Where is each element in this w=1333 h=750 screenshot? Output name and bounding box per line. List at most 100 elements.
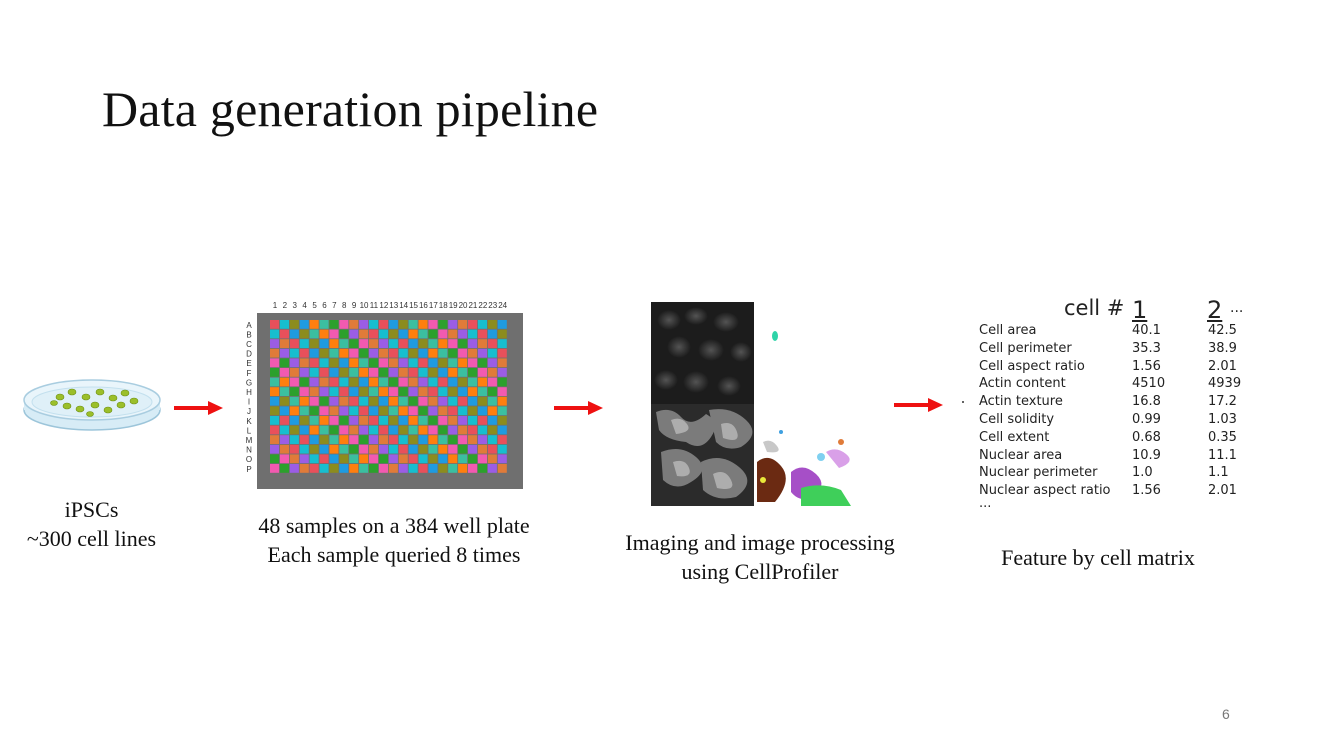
matrix-row: Cell perimeter 35.3 38.9 [978,340,1258,358]
plate-well [279,444,289,454]
plate-column-label: 3 [293,301,298,310]
plate-well [369,387,379,396]
plate-well [319,329,329,339]
cell-2-value: 2.01 [1208,483,1237,499]
plate-column-label: 7 [332,301,337,310]
plate-well [329,464,339,473]
plate-well [497,444,507,454]
plate-row-label: N [246,446,252,455]
plate-row-label: A [246,321,252,330]
plate-column-label: 4 [302,301,307,310]
plate-well [388,454,398,464]
plate-well [487,435,497,444]
plate-well [329,454,339,464]
plate-well [468,416,478,425]
plate-well [497,387,507,396]
plate-well [487,444,497,454]
plate-well [378,435,388,444]
plate-well [329,435,339,444]
matrix-row: Cell extent 0.68 0.35 [978,429,1258,447]
plate-well [458,464,468,473]
plate-well [289,396,299,406]
plate-row-label: J [247,407,251,416]
plate-well [438,348,448,358]
plate-well [299,348,309,358]
plate-well [448,454,458,464]
plate-well [299,444,309,454]
plate-well [398,387,408,396]
plate-well [319,368,329,377]
plate-well [388,464,398,473]
plate-well [309,425,319,435]
plate-well [438,406,448,416]
plate-well [289,339,299,348]
cell-2-value: 2.01 [1208,358,1237,374]
plate-well [408,416,418,425]
plate-well [309,348,319,358]
plate-well [468,444,478,454]
page-number: 6 [1222,706,1230,722]
plate-well [468,329,478,339]
plate-well [359,329,369,339]
plate-well [408,329,418,339]
plate-well [408,348,418,358]
plate-column-label: 5 [312,301,317,310]
plate-well [329,329,339,339]
plate-well [378,339,388,348]
plate-well [378,464,388,473]
plate-well [418,348,428,358]
plate-row-label: G [246,378,252,387]
plate-well [418,444,428,454]
plate-well [299,358,309,368]
plate-well [270,444,280,454]
plate-well [329,339,339,348]
plate-column-label: 20 [459,301,468,310]
plate-well [299,435,309,444]
plate-well [309,416,319,425]
plate-well [270,454,280,464]
plate-well [299,416,309,425]
plate-well [289,348,299,358]
plate-well [398,339,408,348]
plate-well [279,435,289,444]
plate-well [477,435,487,444]
plate-well [388,368,398,377]
plate-well [497,464,507,473]
plate-well [309,329,319,339]
caption-line: using CellProfiler [681,559,839,584]
plate-well [319,425,329,435]
plate-well [408,358,418,368]
plate-well [477,348,487,358]
plate-well [388,444,398,454]
matrix-row: Cell solidity 0.99 1.03 [978,411,1258,429]
plate-well [428,387,438,396]
plate-well [378,454,388,464]
caption-line: 48 samples on a 384 well plate [258,513,530,538]
plate-well [398,425,408,435]
plate-well [339,348,349,358]
plate-well [329,387,339,396]
plate-well [468,435,478,444]
plate-well [438,396,448,406]
plate-well [319,358,329,368]
plate-well [418,368,428,377]
plate-well [270,425,280,435]
plate-well [428,464,438,473]
cell-1-value: 16.8 [1132,394,1161,410]
plate-well [448,368,458,377]
plate-well [319,435,329,444]
plate-row-label: H [246,388,252,397]
plate-well [339,464,349,473]
plate-well [428,368,438,377]
plate-column-label: 2 [283,301,288,310]
plate-well [369,368,379,377]
plate-well [418,329,428,339]
plate-well [487,454,497,464]
plate-well [309,358,319,368]
plate-well [418,387,428,396]
plate-well [270,416,280,425]
plate-well [468,454,478,464]
plate-well [289,387,299,396]
plate-well [438,464,448,473]
plate-well [339,435,349,444]
